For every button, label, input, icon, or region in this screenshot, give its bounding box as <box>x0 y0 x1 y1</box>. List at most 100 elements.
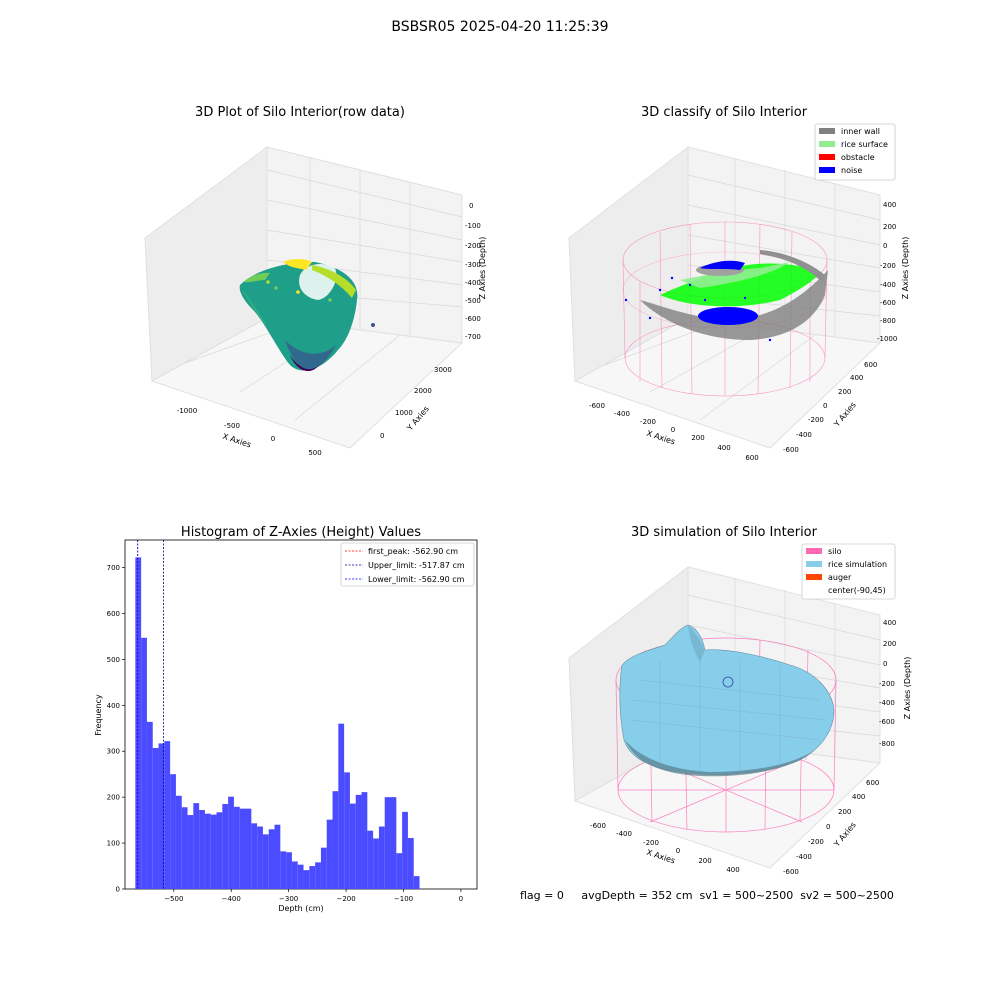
classify-x-tick: 200 <box>691 434 704 442</box>
figure-title: BSBSR05 2025-04-20 11:25:39 <box>391 19 608 35</box>
histogram-bar <box>222 804 229 889</box>
raw-y-tick: 0 <box>380 432 384 440</box>
raw-x-tick: 500 <box>308 449 321 457</box>
simulation-x-ticks: -600 -400 -200 0 200 400 <box>590 822 740 874</box>
simulation-legend-frame <box>801 543 896 600</box>
raw-z-tick: -700 <box>465 333 481 341</box>
classify-y-tick: 0 <box>823 402 827 410</box>
histogram-panel: Histogram of Z-Axies (Height) Values −50… <box>94 525 478 913</box>
histogram-bar <box>257 826 263 889</box>
histogram-bar <box>309 866 316 889</box>
histogram-bar <box>338 723 345 889</box>
simulation-x-label: X Axies <box>645 848 676 866</box>
simulation-x-tick: 200 <box>698 857 711 865</box>
histogram-bar <box>390 797 397 889</box>
simulation-y-tick: 200 <box>838 808 851 816</box>
histogram-title: Histogram of Z-Axies (Height) Values <box>181 525 421 540</box>
legend-label-auger: auger <box>828 573 852 582</box>
histogram-y-tick: 500 <box>107 656 120 664</box>
histogram-bar <box>239 808 246 889</box>
histogram-y-tick: 400 <box>107 702 120 710</box>
histogram-bar <box>228 796 234 889</box>
classify-point-classes <box>624 250 828 342</box>
legend-label-obstacle: obstacle <box>841 153 875 162</box>
raw-z-label: Z Axies (Depth) <box>478 237 487 300</box>
histogram-bar <box>326 819 333 889</box>
histogram-bar <box>152 748 159 889</box>
histogram-bar <box>320 847 327 889</box>
raw-z-tick: 0 <box>469 202 473 210</box>
classify-y-tick: -200 <box>808 416 824 424</box>
histogram-bar <box>407 838 414 889</box>
raw-z-tick: -400 <box>465 279 481 287</box>
classify-x-tick: 600 <box>745 454 758 462</box>
histogram-bar <box>303 870 310 889</box>
histogram-x-tick: −200 <box>336 895 355 903</box>
legend-swatch-noise <box>819 167 835 173</box>
histogram-bar <box>402 811 408 889</box>
simulation-y-ticks: -600 -400 -200 0 200 400 600 <box>783 779 879 876</box>
histogram-y-tick: 600 <box>107 610 120 618</box>
classify-y-tick: 600 <box>864 361 877 369</box>
histogram-bar <box>373 838 379 889</box>
simulation-y-tick: 0 <box>826 823 830 831</box>
classify-y-tick: 400 <box>850 374 863 382</box>
histogram-y-tick: 0 <box>116 886 120 894</box>
histogram-bar <box>396 853 403 889</box>
raw-point-cloud <box>239 259 375 372</box>
histogram-bar <box>135 557 142 889</box>
histogram-bar <box>210 814 217 889</box>
simulation-y-label: Y Axies <box>832 820 858 849</box>
simulation-y-tick: 400 <box>852 793 865 801</box>
raw-y-tick: 1000 <box>395 409 413 417</box>
histogram-bar <box>297 864 304 889</box>
classify-z-ticks: 400 200 0 -200 -400 -600 -800 -1000 <box>877 201 897 343</box>
classify-x-tick: 400 <box>717 444 730 452</box>
classify-z-tick: -1000 <box>877 335 897 343</box>
simulation-y-tick: 600 <box>866 779 879 787</box>
histogram-bar <box>349 803 356 889</box>
histogram-bar <box>158 743 165 889</box>
simulation-y-tick: -600 <box>783 868 799 876</box>
histogram-bar <box>187 815 194 889</box>
legend-label-rice-simulation: rice simulation <box>828 560 887 569</box>
classify-z-tick: 400 <box>883 201 896 209</box>
histogram-y-tick: 200 <box>107 794 120 802</box>
histogram-bar <box>315 862 321 889</box>
status-footer: flag = 0 avgDepth = 352 cm sv1 = 500~250… <box>520 889 894 902</box>
classify-x-ticks: -600 -400 -200 0 200 400 600 <box>589 402 759 462</box>
raw-x-tick: -1000 <box>177 407 197 415</box>
histogram-legend-frame <box>340 542 475 587</box>
classify-legend: inner wall rice surface obstacle noise <box>814 123 896 181</box>
histogram-bar <box>204 813 211 889</box>
raw-y-ticks: 0 1000 2000 3000 <box>380 366 452 440</box>
simulation-x-tick: -600 <box>590 822 606 830</box>
auger-marker <box>722 676 734 688</box>
histogram-vlines <box>137 540 164 889</box>
raw-y-tick: 2000 <box>414 387 432 395</box>
classify-y-tick: 200 <box>838 388 851 396</box>
legend-label-silo: silo <box>828 547 842 556</box>
histogram-x-tick: −500 <box>164 895 183 903</box>
classify-z-label: Z Axies (Depth) <box>901 237 910 300</box>
legend-label-upper-limit: Upper_limit: -517.87 cm <box>368 561 465 570</box>
histogram-y-label: Frequency <box>94 694 103 736</box>
legend-swatch-inner-wall <box>819 128 835 134</box>
histogram-bar <box>367 830 374 889</box>
raw-pane-floor <box>150 317 464 449</box>
histogram-x-label: Depth (cm) <box>278 904 323 913</box>
classify-z-tick: -800 <box>880 317 896 325</box>
legend-label-lower-limit: Lower_limit: -562.90 cm <box>368 575 465 584</box>
histogram-bar <box>280 851 287 889</box>
raw-z-tick: -600 <box>465 315 481 323</box>
histogram-bar <box>286 852 292 889</box>
histogram-y-tick: 700 <box>107 564 120 572</box>
classify-y-label: Y Axies <box>832 400 858 429</box>
raw-z-ticks: 0 -100 -200 -300 -400 -500 -600 -700 <box>465 202 481 341</box>
classify-z-tick: -400 <box>880 281 896 289</box>
simulation-x-tick: -400 <box>616 830 632 838</box>
classify-panel-title: 3D classify of Silo Interior <box>641 105 808 120</box>
histogram-bar <box>361 792 368 889</box>
histogram-x-ticks: −500 −400 −300 −200 −100 0 <box>164 889 463 903</box>
classify-3d-panel: 3D classify of Silo Interior <box>568 105 910 462</box>
